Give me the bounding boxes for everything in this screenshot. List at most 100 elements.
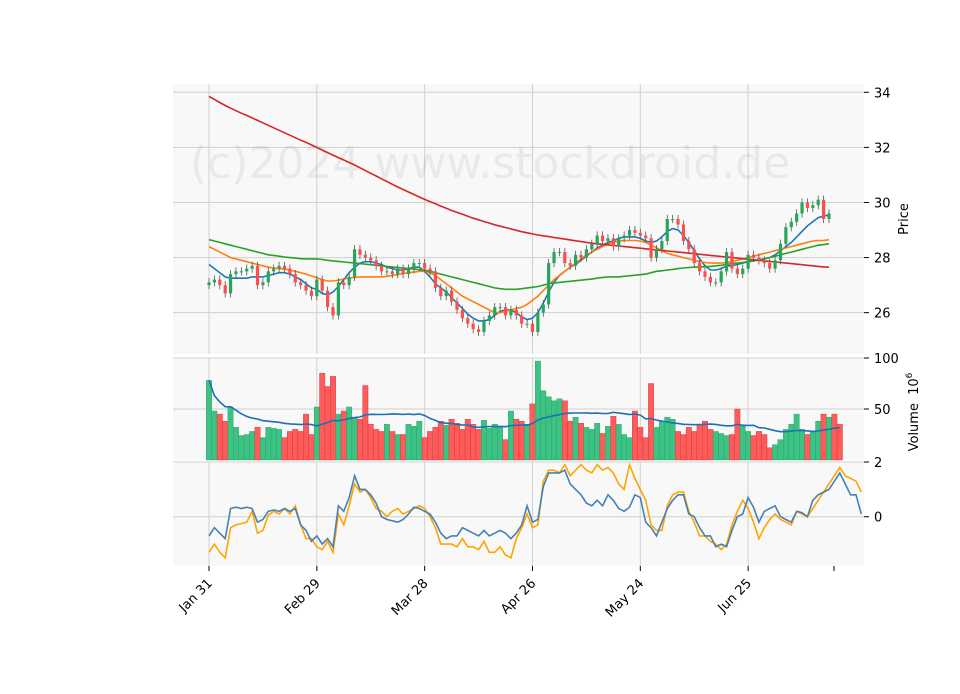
candle-body (315, 279, 319, 297)
volume-bar (491, 424, 498, 461)
oscillator-tick-label: 0 (874, 511, 882, 526)
candle-body (363, 254, 367, 258)
volume-bar (351, 416, 358, 461)
date-x-axis: Jan 31 Feb 29 Mar 28 Apr 26 May 24 Jun 25 (176, 566, 835, 620)
volume-bar (626, 437, 633, 461)
volume-bar (486, 428, 493, 461)
candle-body (687, 241, 691, 250)
candle-body (282, 265, 287, 269)
candle-body (805, 202, 810, 208)
candle-body (379, 265, 384, 272)
volume-bar (615, 424, 622, 461)
x-tick-label: Mar 28 (389, 576, 432, 619)
candle-body (342, 282, 346, 286)
candle-body (250, 265, 254, 269)
volume-bar (222, 421, 229, 461)
oscillator-line (208, 469, 863, 550)
candle-body (811, 205, 815, 208)
volume-bar (718, 433, 725, 461)
volume-bar (632, 410, 638, 461)
x-tick-label: Jan 31 (176, 576, 216, 616)
volume-bar (815, 421, 822, 461)
candle-body (207, 282, 211, 286)
volume-bar (637, 427, 644, 461)
candle-body (493, 307, 497, 316)
volume-bar (766, 447, 773, 461)
volume-axis-label: Volume 106 (905, 372, 922, 451)
volume-bar (691, 431, 698, 461)
candle-body (358, 249, 362, 255)
volume-bar (346, 406, 353, 461)
candle-body (460, 309, 464, 319)
volume-bar (680, 434, 687, 461)
volume-bar (227, 406, 234, 461)
candle-body (698, 263, 702, 272)
volume-tick-label: 100 (874, 352, 899, 367)
volume-bar (206, 380, 212, 461)
candle-body (547, 263, 551, 305)
volume-bar (211, 410, 218, 461)
volume-bar (416, 421, 423, 461)
candle-body (671, 219, 675, 220)
volume-bar (788, 424, 795, 461)
candle-body (757, 257, 761, 261)
candle-body (336, 282, 340, 316)
volume-bar (739, 426, 746, 461)
candle-body (633, 230, 637, 233)
volume-bar (756, 431, 762, 461)
volume-bar (448, 419, 455, 461)
candle-body (239, 271, 243, 273)
candle-body (611, 238, 615, 247)
volume-bar (443, 425, 450, 461)
volume-tick-label: 50 (874, 403, 891, 418)
candle-body (288, 268, 292, 275)
candle-body (433, 271, 438, 288)
candle-body (579, 254, 583, 258)
volume-bar (599, 433, 606, 461)
price-tick-label: 28 (874, 252, 891, 267)
candle-body (439, 287, 443, 297)
volume-bar (319, 373, 326, 461)
price-axis-label: Price (897, 203, 912, 235)
candle-body (223, 285, 227, 294)
candle-body (638, 232, 642, 236)
price-panel-background (173, 84, 864, 354)
price-tick-label: 32 (874, 141, 891, 156)
volume-bar (405, 424, 412, 461)
candle-body (476, 329, 481, 332)
volume-bar (524, 424, 530, 461)
volume-bar (497, 427, 504, 461)
volume-bar (610, 415, 617, 461)
candle-body (773, 260, 777, 269)
volume-bar (588, 429, 595, 461)
volume-average-line-path (208, 380, 840, 433)
volume-bar (578, 423, 584, 461)
candle-body (730, 252, 734, 269)
volume-bar (621, 434, 628, 461)
candle-body (509, 309, 513, 316)
candle-body (541, 304, 545, 313)
candle-body (385, 271, 389, 273)
volume-bar (384, 424, 390, 461)
volume-bar (809, 431, 816, 461)
candle-body (530, 323, 535, 332)
volume-bar (799, 429, 805, 461)
volume-bar (459, 429, 466, 461)
volume-bar (427, 431, 433, 461)
volume-bar (518, 421, 525, 461)
candle-body (428, 268, 432, 272)
candle-body (352, 249, 357, 277)
price-tick-label: 26 (874, 307, 891, 322)
volume-bar (545, 396, 552, 461)
volume-bar (534, 360, 541, 461)
volume-bar (556, 398, 563, 461)
volume-bar (782, 429, 789, 461)
candle-body (503, 307, 508, 316)
volume-bar (658, 421, 665, 461)
candle-body (309, 290, 314, 297)
volume-bar (270, 428, 277, 461)
candle-body (412, 263, 416, 269)
candle-body (768, 263, 772, 269)
candle-body (563, 252, 567, 264)
